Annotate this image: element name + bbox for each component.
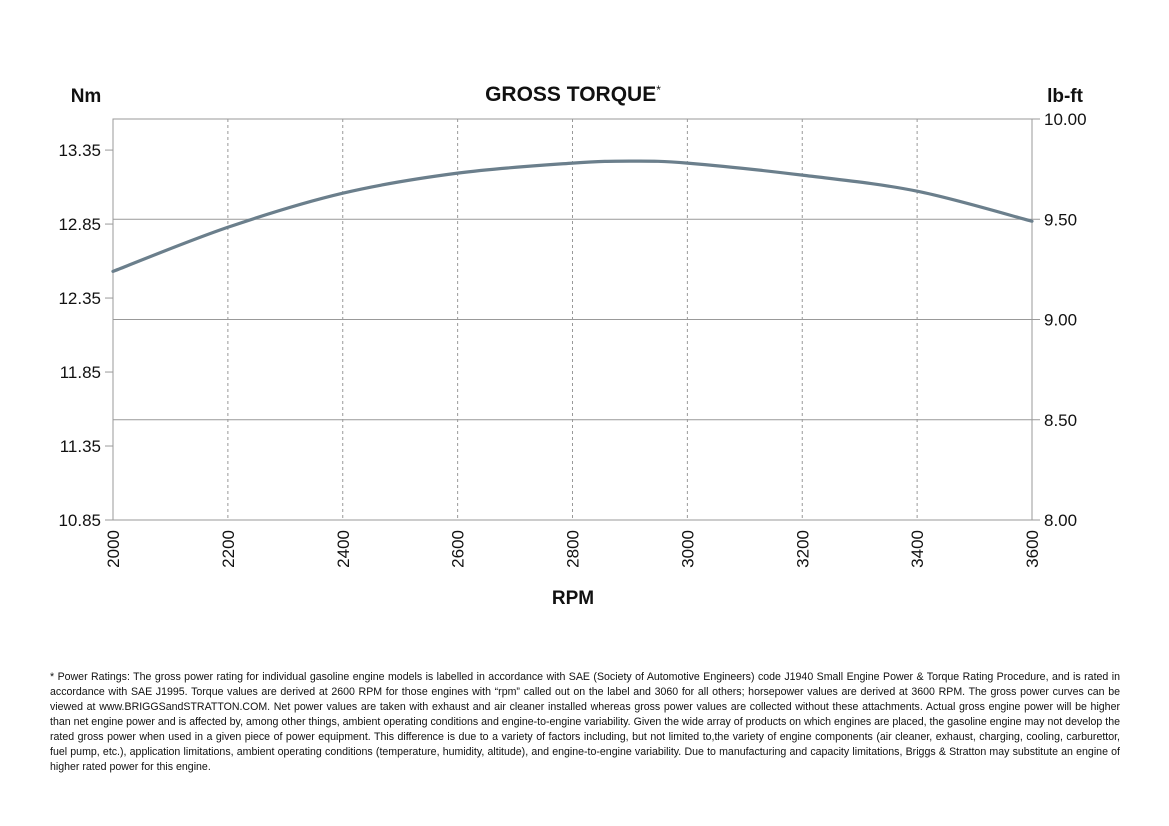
y-left-tick-label: 12.85 (58, 215, 101, 234)
y-right-tick-label: 9.00 (1044, 311, 1077, 330)
y-left-tick-label: 10.85 (58, 511, 101, 530)
x-tick-label: 2000 (104, 530, 123, 568)
y-right-tick-label: 8.00 (1044, 511, 1077, 530)
torque-series-line (111, 159, 1034, 273)
x-tick-label: 3200 (793, 530, 812, 568)
y-left-tick-label: 13.35 (58, 141, 101, 160)
x-tick-label: 2800 (564, 530, 583, 568)
y-right-axis-label: lb-ft (1047, 86, 1084, 107)
y-right-tick-label: 10.00 (1044, 110, 1087, 129)
y-left-tick-labels: 10.85 11.35 11.85 12.35 12.85 13.35 (58, 141, 113, 530)
x-tick-label: 3000 (678, 530, 697, 568)
torque-chart: 2000 2200 2400 2600 2800 3000 3200 3400 3600 10.… (58, 83, 1087, 609)
title-asterisk: * (656, 83, 661, 97)
y-right-tick-label: 9.50 (1044, 210, 1077, 229)
power-ratings-footnote: * Power Ratings: The gross power rating … (50, 671, 1120, 773)
y-left-tick-label: 12.35 (58, 289, 101, 308)
x-axis-label: RPM (552, 588, 594, 609)
y-gridlines (113, 218, 1032, 421)
x-tick-label: 2600 (449, 530, 468, 568)
chart-title: GROSS TORQUE* (485, 83, 661, 106)
y-left-tick-label: 11.85 (60, 363, 101, 382)
x-tick-labels: 2000 2200 2400 2600 2800 3000 3200 3400 3600 (104, 530, 1042, 568)
y-right-tick-labels: 8.00 8.50 9.00 9.50 10.00 (1032, 110, 1087, 530)
y-left-axis-label: Nm (71, 86, 102, 107)
x-tick-label: 3600 (1023, 530, 1042, 568)
x-tick-label: 2400 (334, 530, 353, 568)
x-tick-label: 3400 (908, 530, 927, 568)
y-right-tick-label: 8.50 (1044, 411, 1077, 430)
x-tick-label: 2200 (219, 530, 238, 568)
series-layer (111, 159, 1034, 273)
y-left-tick-label: 11.35 (60, 437, 101, 456)
